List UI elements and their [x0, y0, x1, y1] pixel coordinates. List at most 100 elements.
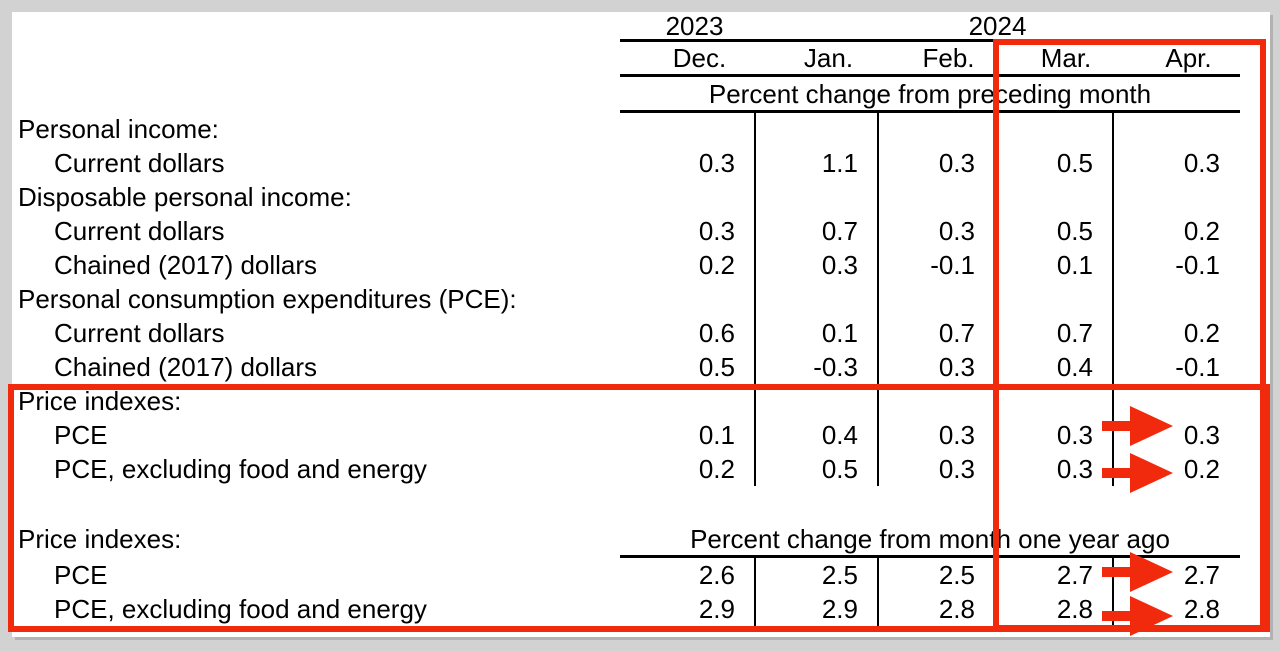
row-label: Price indexes:: [18, 386, 182, 416]
value-cell: 0.6: [698, 318, 735, 348]
arrow-shaft: [1102, 468, 1132, 478]
table-row: Current dollars 0.3 1.1 0.3 0.5 0.3: [12, 146, 1270, 180]
section2-header: Percent change from month one year ago: [690, 524, 1170, 554]
table-panel: 2023 2024 Dec. Jan. Feb. Mar. Apr. Perce…: [8, 12, 1270, 637]
month-header-dec: Dec.: [672, 43, 727, 73]
value-cell: 2.6: [698, 560, 735, 590]
row-label: Current dollars: [54, 148, 225, 178]
table-row: PCE 2.6 2.5 2.5 2.7 2.7: [12, 558, 1270, 592]
row-label: Current dollars: [54, 318, 225, 348]
table-row: PCE, excluding food and energy 0.2 0.5 0…: [12, 452, 1270, 486]
value-cell: 1.1: [821, 148, 858, 178]
highlight-box-price-indexes: [8, 384, 1270, 632]
value-cell: 0.3: [938, 216, 975, 246]
value-cell: -0.1: [1175, 250, 1220, 280]
table-row: Personal income:: [12, 112, 1270, 146]
value-cell: 0.5: [1056, 148, 1093, 178]
column-divider-line: [754, 557, 756, 626]
value-cell: 2.7: [1183, 560, 1220, 590]
value-cell: 0.2: [698, 454, 735, 484]
value-cell: 0.7: [938, 318, 975, 348]
arrow-annotation-pce-monthly: [1102, 406, 1173, 446]
value-cell: 0.3: [1056, 420, 1093, 450]
value-cell: -0.1: [930, 250, 975, 280]
value-cell: 0.3: [938, 148, 975, 178]
row-label: Current dollars: [54, 216, 225, 246]
value-cell: 0.3: [1183, 420, 1220, 450]
value-cell: 0.3: [1056, 454, 1093, 484]
value-cell: 0.7: [821, 216, 858, 246]
value-cell: -0.3: [813, 352, 858, 382]
year-underline: [620, 39, 1240, 42]
column-divider-line: [877, 557, 879, 626]
table-row: Current dollars 0.3 0.7 0.3 0.5 0.2: [12, 214, 1270, 248]
value-cell: 2.8: [1183, 594, 1220, 624]
value-cell: 2.9: [821, 594, 858, 624]
value-cell: 0.3: [821, 250, 858, 280]
arrow-head: [1130, 406, 1173, 446]
arrow-shaft: [1102, 611, 1132, 621]
value-cell: 0.5: [698, 352, 735, 382]
year-header-row: 2023 2024: [12, 12, 1270, 41]
row-label: PCE, excluding food and energy: [54, 454, 427, 484]
arrow-annotation-pce-core-monthly: [1102, 453, 1173, 493]
column-divider-line: [877, 112, 879, 486]
value-cell: 2.5: [821, 560, 858, 590]
table-row: Chained (2017) dollars 0.2 0.3 -0.1 0.1 …: [12, 248, 1270, 282]
column-divider-line: [1112, 557, 1114, 626]
row-label: Price indexes:: [18, 524, 182, 554]
section2-header-row: Price indexes: Percent change from month…: [12, 520, 1270, 558]
value-cell: 0.1: [1056, 250, 1093, 280]
table-row: PCE 0.1 0.4 0.3 0.3 0.3: [12, 418, 1270, 452]
table-row: PCE, excluding food and energy 2.9 2.9 2…: [12, 592, 1270, 626]
month-header-jan: Jan.: [803, 43, 854, 73]
value-cell: 0.1: [698, 420, 735, 450]
month-header-mar: Mar.: [1040, 43, 1092, 73]
value-cell: 0.3: [938, 420, 975, 450]
month-header-apr: Apr.: [1165, 43, 1212, 73]
section1-header: Percent change from preceding month: [708, 79, 1152, 109]
value-cell: 2.7: [1056, 560, 1093, 590]
section2-underline: [620, 555, 1240, 558]
value-cell: 2.5: [938, 560, 975, 590]
value-cell: 0.7: [1056, 318, 1093, 348]
value-cell: 0.4: [821, 420, 858, 450]
row-label: Chained (2017) dollars: [54, 250, 318, 280]
column-divider-line: [1112, 112, 1114, 486]
arrow-head: [1130, 453, 1173, 493]
arrow-shaft: [1102, 421, 1132, 431]
row-label: Chained (2017) dollars: [54, 352, 318, 382]
month-header-row: Dec. Jan. Feb. Mar. Apr.: [12, 41, 1270, 76]
table-row: Price indexes:: [12, 384, 1270, 418]
value-cell: 0.4: [1056, 352, 1093, 382]
table-row: Chained (2017) dollars 0.5 -0.3 0.3 0.4 …: [12, 350, 1270, 384]
value-cell: 0.2: [698, 250, 735, 280]
value-cell: 0.3: [698, 148, 735, 178]
value-cell: 0.3: [1183, 148, 1220, 178]
value-cell: 0.3: [938, 352, 975, 382]
value-cell: 0.1: [821, 318, 858, 348]
value-cell: 0.2: [1183, 318, 1220, 348]
year-header-2023: 2023: [665, 11, 724, 41]
row-label: Personal consumption expenditures (PCE):: [18, 284, 517, 314]
table-row: Disposable personal income:: [12, 180, 1270, 214]
month-underline: [620, 74, 1240, 77]
section1-underline: [620, 110, 1240, 113]
value-cell: 0.2: [1183, 216, 1220, 246]
column-divider-line: [754, 112, 756, 486]
value-cell: 2.8: [938, 594, 975, 624]
row-label: Disposable personal income:: [18, 182, 352, 212]
arrow-head: [1130, 596, 1173, 636]
month-header-feb: Feb.: [922, 43, 975, 73]
section1-header-row: Percent change from preceding month: [12, 76, 1270, 112]
year-header-2024: 2024: [968, 11, 1027, 41]
row-label: PCE: [54, 560, 108, 590]
value-cell: 2.9: [698, 594, 735, 624]
value-cell: 0.5: [821, 454, 858, 484]
value-cell: 0.3: [938, 454, 975, 484]
arrow-head: [1130, 552, 1173, 592]
value-cell: -0.1: [1175, 352, 1220, 382]
arrow-annotation-pce-yearly: [1102, 552, 1173, 592]
value-cell: 0.5: [1056, 216, 1093, 246]
